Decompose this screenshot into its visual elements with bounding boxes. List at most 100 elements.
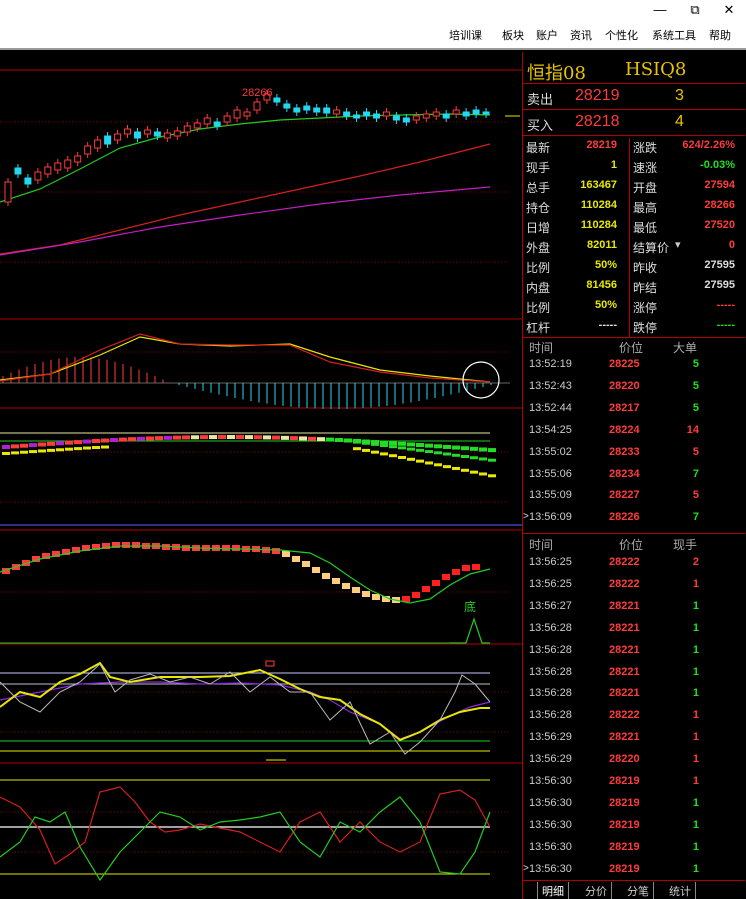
candle-body: [313, 107, 321, 113]
tab-price-dist[interactable]: 分价: [581, 882, 612, 899]
menu-help[interactable]: 帮助: [709, 30, 731, 42]
row-volume: 1: [692, 709, 699, 722]
quote-row: 外盘 82011 结算价 0: [523, 236, 745, 256]
quote-value: 624/2.26%: [682, 139, 735, 151]
osc-yellow-line: [0, 661, 490, 742]
row-volume: 14: [686, 423, 699, 436]
row-volume: 5: [692, 379, 699, 392]
trend-block: [232, 545, 240, 551]
table-row[interactable]: 13:52:19 28225 5: [523, 354, 745, 376]
row-price: 28221: [609, 599, 640, 612]
ribbon-block: [452, 466, 460, 470]
trend-block: [402, 596, 410, 602]
ribbon-block: [101, 438, 109, 443]
row-time: 13:54:25: [529, 423, 572, 436]
menu-training[interactable]: 培训课: [449, 30, 482, 42]
row-time: 13:56:30: [529, 818, 572, 831]
menu-sector[interactable]: 板块: [502, 30, 524, 42]
ribbon-block: [398, 446, 406, 450]
menu-system-tools[interactable]: 系统工具: [652, 30, 696, 42]
table-row[interactable]: 13:56:28 28221 1: [523, 662, 745, 684]
table-row[interactable]: 13:52:43 28220 5: [523, 376, 745, 398]
table-row[interactable]: 13:52:44 28217 5: [523, 398, 745, 420]
row-time: 13:56:28: [529, 709, 572, 722]
row-volume: 1: [692, 643, 699, 656]
table-row[interactable]: 13:56:25 28222 2: [523, 552, 745, 574]
chart-canvas[interactable]: 28266 底: [0, 52, 522, 899]
table-row[interactable]: 13:54:25 28224 14: [523, 420, 745, 442]
ribbon-block: [479, 457, 487, 461]
ribbon-block: [110, 438, 118, 443]
ribbon-block: [191, 435, 199, 440]
candle-body: [482, 111, 490, 115]
ribbon-block: [74, 447, 82, 451]
ribbon-block: [11, 451, 19, 455]
table-row[interactable]: 13:56:28 28221 1: [523, 618, 745, 640]
menu-personalize[interactable]: 个性化: [605, 30, 638, 42]
tab-detail[interactable]: 明细: [537, 882, 569, 899]
table-row[interactable]: 13:56:30 28219 1: [523, 771, 745, 793]
quote-row: 比例 50% 涨停 -----: [523, 296, 745, 316]
candlesticks: [4, 90, 490, 206]
table-row[interactable]: 13:56:28 28221 1: [523, 640, 745, 662]
restore-icon[interactable]: ⧉: [690, 2, 700, 17]
minimize-icon[interactable]: —: [653, 2, 667, 17]
candle-body: [133, 131, 141, 139]
ribbon-block: [425, 450, 433, 454]
trend-block: [362, 591, 370, 597]
tab-ticks[interactable]: 分笔: [623, 882, 654, 899]
candle-body: [213, 121, 221, 127]
trend-block: [382, 596, 390, 602]
ribbon-block: [371, 450, 379, 454]
ribbon-block: [20, 443, 28, 448]
detail-header-price: 价位: [619, 341, 644, 355]
menu-news[interactable]: 资讯: [570, 30, 592, 42]
table-row[interactable]: 13:55:06 28234 7: [523, 464, 745, 486]
table-row[interactable]: >13:56:09 28226 7: [523, 507, 745, 529]
ask-price[interactable]: 28219: [575, 87, 620, 104]
quote-label: 最高: [633, 201, 658, 215]
trend-block: [122, 542, 130, 548]
ribbon-block: [470, 456, 478, 460]
table-row[interactable]: 13:56:28 28222 1: [523, 705, 745, 727]
candle-body: [343, 111, 351, 117]
chevron-down-icon[interactable]: ▾: [675, 239, 681, 251]
trend-block: [32, 556, 40, 562]
table-row[interactable]: 13:56:27 28221 1: [523, 596, 745, 618]
table-row[interactable]: >13:56:30 28219 1: [523, 859, 745, 881]
table-row[interactable]: 13:56:30 28219 1: [523, 837, 745, 859]
candle-body: [243, 111, 251, 117]
quote-label: 昨收: [633, 261, 658, 275]
row-volume: 5: [692, 358, 699, 370]
quote-value: 28266: [704, 199, 735, 211]
ribbon-block: [434, 451, 442, 455]
candle-body: [183, 125, 191, 133]
table-row[interactable]: 13:56:28 28221 1: [523, 683, 745, 705]
table-row[interactable]: 13:55:02 28233 5: [523, 442, 745, 464]
quote-value: 27595: [704, 279, 735, 291]
bid-price[interactable]: 28218: [575, 113, 620, 130]
ribbon-block: [425, 461, 433, 465]
high-price-label: 28266: [242, 87, 273, 99]
close-icon[interactable]: ✕: [723, 2, 735, 17]
tab-stats[interactable]: 统计: [665, 882, 696, 899]
row-time: 13:56:25: [529, 556, 572, 568]
quote-value: 27595: [704, 259, 735, 271]
ribbon-block: [209, 435, 217, 440]
quote-value: 0: [728, 239, 735, 251]
table-row[interactable]: 13:56:30 28219 1: [523, 793, 745, 815]
candle-body: [163, 132, 171, 139]
table-row[interactable]: 13:56:25 28222 1: [523, 574, 745, 596]
ribbon-block: [281, 435, 289, 440]
chart-area[interactable]: 28266 底: [0, 52, 522, 899]
row-volume: 2: [692, 556, 699, 568]
candle-body: [263, 93, 271, 101]
table-row[interactable]: 13:56:30 28219 1: [523, 815, 745, 837]
row-time: 13:55:02: [529, 445, 572, 458]
table-row[interactable]: 13:56:29 28221 1: [523, 727, 745, 749]
table-row[interactable]: 13:56:29 28220 1: [523, 749, 745, 771]
table-row[interactable]: 13:55:09 28227 5: [523, 485, 745, 507]
row-volume: 1: [692, 818, 699, 831]
menu-account[interactable]: 账户: [536, 30, 558, 42]
bid-volume: 4: [675, 113, 684, 130]
